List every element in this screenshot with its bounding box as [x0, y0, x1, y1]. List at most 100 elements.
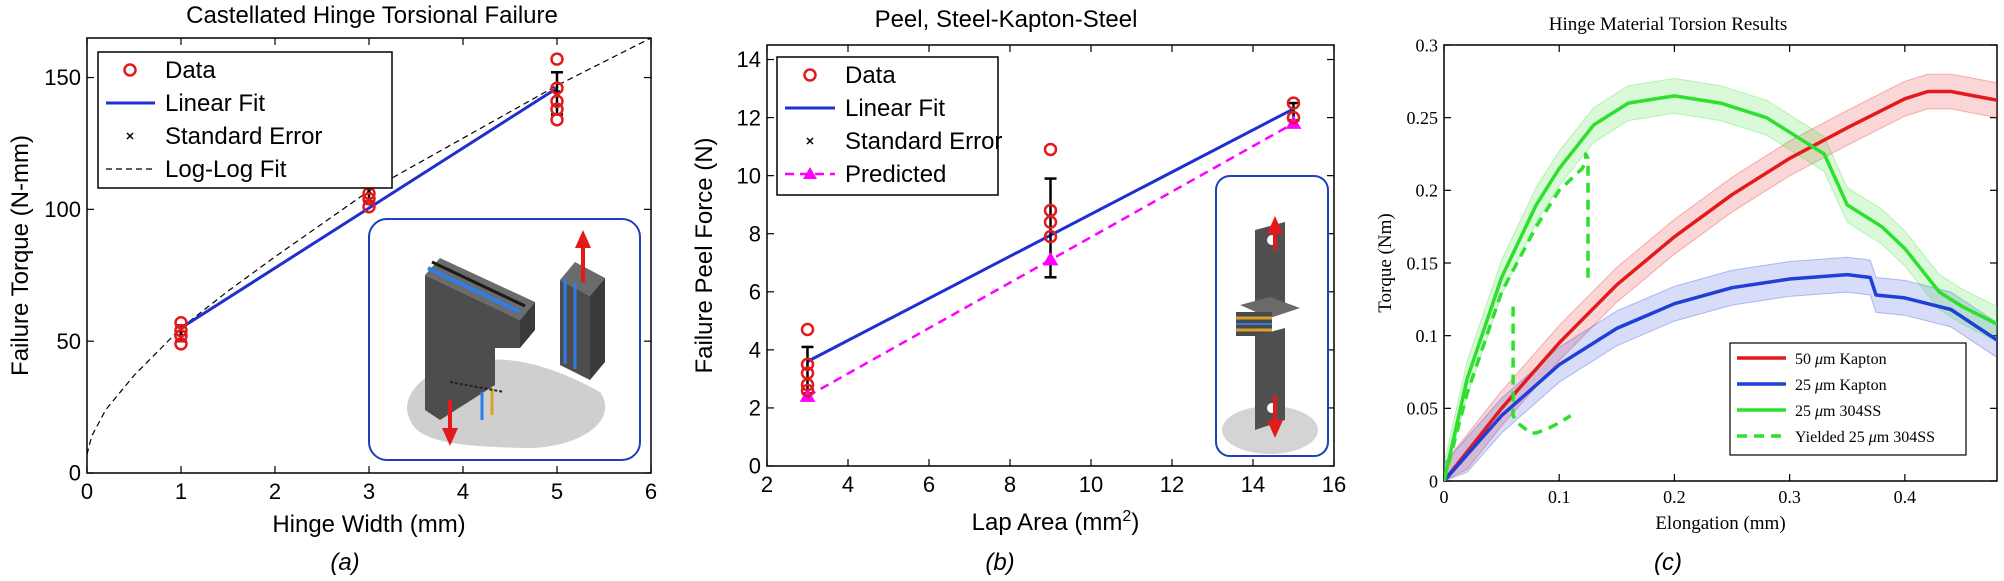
c-legend-label-mu: μ: [1868, 429, 1877, 446]
b-data-point: [800, 377, 815, 392]
b-ylabel: Failure Peel Force (N): [691, 137, 718, 373]
a-data-point: [174, 315, 188, 330]
b-data-point: [1043, 215, 1058, 229]
c-xtick-label: 0.3: [1778, 487, 1801, 507]
b-legend-swatch-data: [803, 68, 817, 82]
a-legend-label: Standard Error: [165, 123, 322, 150]
b-data-point: [1043, 229, 1058, 244]
b-legend-swatch-predicted-marker: [803, 167, 817, 179]
a-linear-fit-line: [180, 86, 558, 330]
a-legend-label: Data: [165, 57, 216, 84]
panel-c-marks: 0 0.1 0.2 0.3 0.4 0 0.05 0.1 0.15 0.2 0.25 0.3 Elong…: [1375, 35, 1998, 534]
c-xlabel: Elongation (mm): [1655, 513, 1785, 534]
panel-c-caption: (c): [1654, 549, 1682, 576]
c-legend-label-pre: 50: [1795, 351, 1815, 368]
c-series-line: [1444, 272, 1997, 481]
b-xtick-label: 14: [1241, 472, 1265, 497]
c-ytick-label: 0.2: [1416, 181, 1439, 201]
b-ytick-label: 2: [749, 396, 761, 421]
b-xtick-label: 2: [761, 472, 773, 497]
c-legend-label-mu: μ: [1814, 351, 1823, 368]
a-data-point: [550, 81, 564, 95]
b-xlabel-sup: 2: [1122, 508, 1131, 525]
c-ytick-label: 0.3: [1416, 35, 1439, 55]
a-legend-swatch-stderr: [126, 132, 134, 140]
b-xlabel-main: Lap Area (mm: [972, 509, 1123, 536]
c-legend-label: 25 μm 304SS: [1795, 403, 1881, 420]
c-legend-label-post: m Kapton: [1823, 377, 1887, 394]
b-legend-swatch-stderr: [806, 137, 814, 145]
a-xlabel: Hinge Width (mm): [272, 511, 465, 538]
c-series-line: [1444, 94, 1997, 481]
a-xtick-label: 1: [175, 479, 187, 504]
a-xtick-label: 4: [457, 479, 469, 504]
a-ytick-label: 0: [69, 461, 81, 486]
b-ytick-label: 0: [749, 454, 761, 479]
b-ytick-label: 10: [737, 163, 761, 188]
c-legend-label-post: m Kapton: [1823, 351, 1887, 368]
panel-b-title: Peel, Steel-Kapton-Steel: [875, 6, 1138, 33]
c-legend-label: Yielded 25 μm 304SS: [1795, 429, 1935, 446]
c-yielded-304ss-line: [1511, 306, 1572, 435]
b-xlabel-end: ): [1131, 509, 1139, 536]
b-xlabel: Lap Area (mm2): [972, 508, 1140, 536]
panel-a-chart: Castellated Hinge Torsional Failure 0 1 2 3…: [7, 2, 657, 576]
panel-b-legend: Data Linear Fit Standard Error Predicted: [776, 56, 1002, 196]
b-xtick-label: 10: [1079, 472, 1103, 497]
b-data-point: [1286, 110, 1301, 125]
c-xtick-label: 0: [1440, 487, 1449, 507]
c-ytick-label: 0.05: [1407, 399, 1439, 419]
c-legend-label-pre: 25: [1795, 377, 1815, 394]
a-data-point: [550, 112, 564, 127]
b-xtick-label: 8: [1004, 472, 1016, 497]
b-predicted-marker: [1042, 251, 1059, 266]
panel-b-caption: (b): [985, 549, 1014, 576]
c-yielded-304ss-line: [1444, 152, 1590, 481]
a-xtick-label: 0: [81, 479, 93, 504]
b-data-point: [800, 357, 815, 372]
a-ytick-label: 50: [57, 329, 81, 354]
a-ytick-label: 100: [44, 197, 81, 222]
c-legend-box: [1729, 342, 1967, 456]
c-band: [1444, 77, 1997, 481]
panel-a-title: Castellated Hinge Torsional Failure: [186, 2, 558, 29]
peel-illustration: [1215, 175, 1329, 457]
c-series-line: [1444, 89, 1997, 481]
b-xtick-label: 4: [842, 472, 854, 497]
c-ytick-label: 0.15: [1407, 253, 1439, 273]
c-ytick-label: 0.25: [1407, 108, 1439, 128]
c-xtick-label: 0.4: [1894, 487, 1917, 507]
a-data-point: [550, 94, 564, 109]
a-legend-swatch-data: [123, 63, 137, 77]
c-legend-label-pre: 25: [1795, 403, 1815, 420]
b-legend-label: Data: [845, 62, 896, 89]
b-legend-label: Predicted: [845, 161, 946, 188]
a-legend-label: Log-Log Fit: [165, 156, 287, 183]
c-legend-label: 50 μm Kapton: [1795, 351, 1887, 368]
a-legend-label: Linear Fit: [165, 90, 265, 117]
c-plot-area: [1444, 73, 1997, 481]
b-ytick-label: 12: [737, 105, 761, 130]
c-ytick-label: 0.1: [1416, 326, 1439, 346]
b-xtick-label: 6: [923, 472, 935, 497]
a-data-point: [550, 52, 564, 66]
panel-b-chart: Peel, Steel-Kapton-Steel 2 4 6 8 10 12 14 16024…: [691, 6, 1346, 576]
c-legend-label-mu: μ: [1814, 377, 1823, 394]
b-ytick-label: 8: [749, 221, 761, 246]
b-xtick-label: 12: [1160, 472, 1184, 497]
c-legend-label-post: m 304SS: [1877, 429, 1935, 446]
hinge-illustration: [368, 218, 641, 461]
b-legend-label: Linear Fit: [845, 95, 945, 122]
b-ytick-label: 14: [737, 47, 761, 72]
b-plot-frame: [766, 44, 1335, 467]
b-ytick-label: 6: [749, 279, 761, 304]
a-legend-box: [97, 51, 393, 189]
b-xtick-label: 16: [1322, 472, 1346, 497]
a-data-point: [174, 329, 188, 343]
a-data-point: [362, 199, 376, 214]
panel-a-marks: 0 1 2 3 4 5 6 0 50 100 150 Hinge Width (mm) Failure …: [7, 37, 657, 538]
a-ytick-label: 150: [44, 65, 81, 90]
